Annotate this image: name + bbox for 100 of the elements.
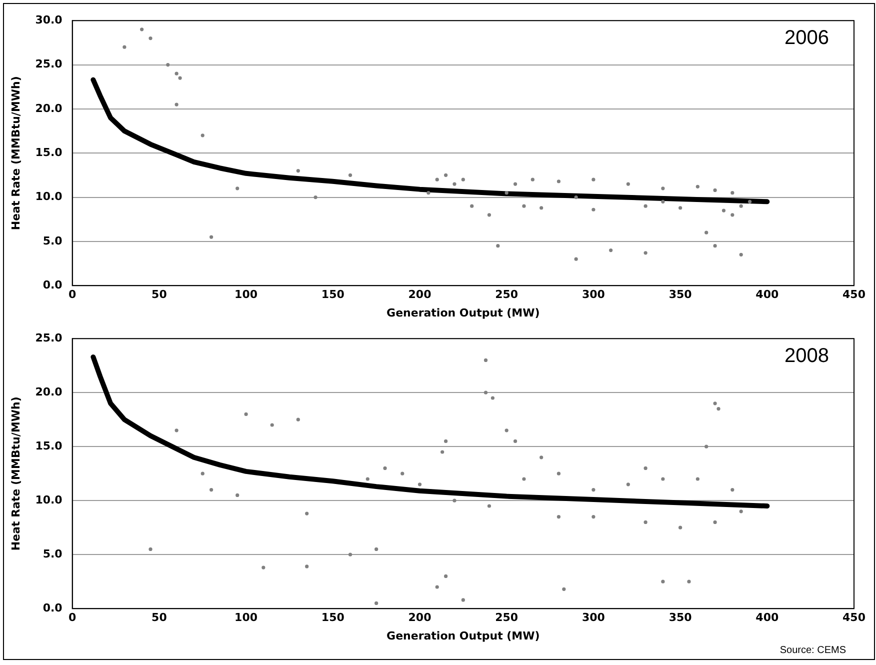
point: [513, 182, 518, 186]
x-tick-label: 250: [495, 611, 518, 624]
x-tick-label: 0: [68, 288, 77, 302]
point: [174, 102, 178, 106]
point: [178, 76, 182, 80]
point: [444, 439, 448, 443]
x-tick-label: 200: [408, 288, 432, 302]
x-tick-label: 150: [321, 611, 345, 624]
point: [418, 482, 422, 486]
x-tick-label: 250: [495, 288, 518, 302]
x-tick-label: 450: [842, 611, 866, 624]
point: [713, 244, 717, 248]
point: [556, 515, 561, 519]
point: [661, 580, 665, 584]
point: [490, 396, 494, 400]
point: [484, 358, 488, 362]
x-tick-label: 400: [756, 288, 779, 302]
y-axis-title: Heat Rate (MMBtu/MWh): [9, 396, 22, 551]
point: [704, 444, 708, 448]
point: [504, 191, 508, 195]
point: [236, 186, 240, 190]
point: [400, 472, 404, 476]
y-tick-label: 20.0: [35, 385, 63, 398]
point: [484, 390, 488, 394]
point: [661, 200, 665, 204]
point: [444, 173, 448, 177]
y-tick-label: 0.0: [42, 601, 63, 614]
point: [461, 598, 465, 602]
point: [148, 547, 152, 551]
source-note: Source: CEMS: [780, 644, 846, 656]
point: [592, 515, 596, 519]
point: [704, 230, 708, 234]
y-tick-label: 5.0: [42, 234, 63, 248]
point: [592, 208, 596, 212]
annotation: 2006: [784, 27, 829, 50]
point: [748, 200, 752, 204]
point: [661, 477, 665, 481]
y-tick-label: 0.0: [42, 278, 63, 292]
point: [174, 72, 178, 76]
point: [592, 178, 596, 182]
point: [530, 178, 534, 182]
point: [140, 28, 144, 32]
point: [644, 251, 648, 255]
y-axis-title: Heat Rate (MMBtu/MWh): [9, 76, 22, 230]
point: [730, 213, 734, 217]
point: [122, 45, 126, 49]
point: [644, 204, 648, 208]
x-tick-label: 50: [152, 611, 168, 624]
point: [644, 466, 648, 470]
point: [626, 182, 630, 186]
point: [314, 195, 318, 200]
point: [739, 510, 743, 514]
point: [713, 520, 717, 524]
point: [687, 580, 691, 584]
point: [739, 204, 743, 208]
point: [440, 450, 444, 454]
point: [574, 195, 578, 200]
x-tick-label: 0: [68, 611, 77, 624]
point: [609, 248, 613, 252]
point: [461, 178, 465, 182]
point: [444, 574, 448, 578]
y-tick-label: 5.0: [42, 547, 63, 560]
point: [716, 407, 720, 411]
x-tick-label: 100: [234, 611, 258, 624]
point: [452, 498, 456, 502]
point: [522, 204, 526, 208]
x-tick-label: 450: [842, 288, 866, 302]
point: [296, 168, 300, 173]
point: [722, 208, 726, 212]
point: [540, 206, 544, 210]
point: [661, 186, 665, 190]
point: [383, 466, 387, 470]
point: [148, 36, 152, 40]
point: [696, 477, 700, 481]
point: [262, 566, 266, 570]
x-tick-label: 350: [668, 288, 692, 302]
point: [236, 493, 240, 497]
point: [513, 439, 518, 443]
point: [348, 173, 352, 177]
point: [210, 488, 214, 492]
x-axis-title: Generation Output (MW): [386, 629, 540, 642]
point: [730, 488, 734, 492]
annotation: 2008: [784, 345, 829, 368]
point: [244, 412, 248, 416]
point: [435, 178, 439, 182]
point: [644, 520, 648, 524]
point: [696, 184, 700, 188]
point: [713, 402, 717, 406]
x-tick-label: 100: [234, 288, 258, 302]
y-tick-label: 10.0: [35, 190, 63, 204]
point: [730, 191, 734, 195]
y-tick-label: 20.0: [35, 102, 63, 115]
point: [305, 564, 309, 568]
point: [678, 526, 682, 530]
point: [678, 206, 682, 210]
point: [562, 587, 566, 591]
point: [200, 134, 204, 138]
y-tick-label: 15.0: [35, 439, 63, 452]
point: [348, 552, 352, 556]
point: [487, 504, 492, 508]
